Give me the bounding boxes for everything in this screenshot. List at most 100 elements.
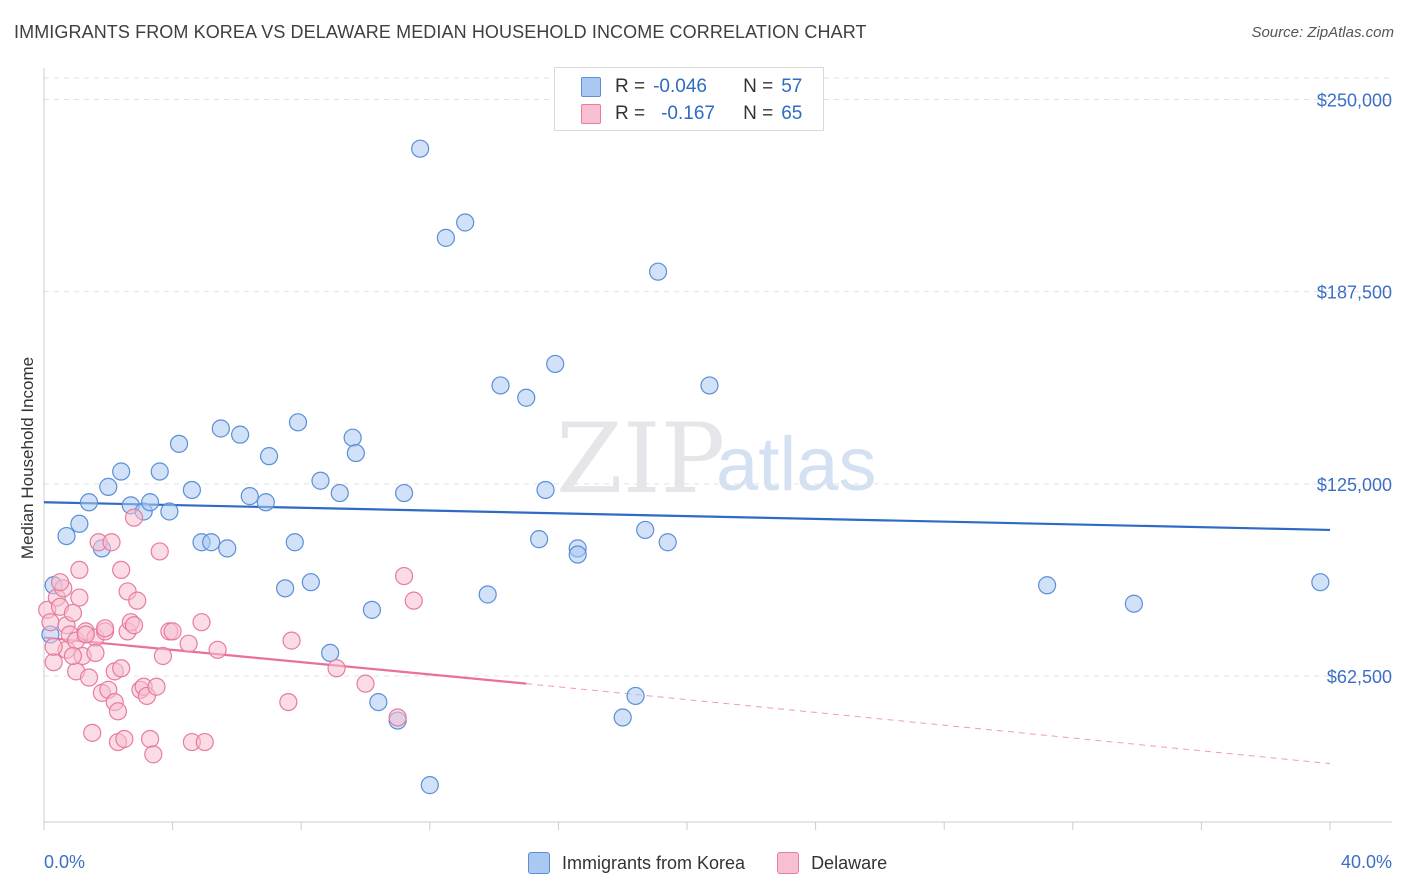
- delaware-trend-line: [43, 636, 527, 685]
- legend-swatch-delaware: [581, 104, 601, 124]
- delaware-point: [388, 708, 407, 727]
- delaware-point: [394, 566, 414, 586]
- korea-point: [169, 434, 189, 453]
- delaware-point: [192, 613, 211, 632]
- stats-legend: R = -0.046 N = 57 R = -0.167 N = 65: [554, 67, 824, 131]
- series-swatch-korea: [528, 852, 550, 874]
- delaware-point: [404, 591, 423, 610]
- korea-point: [568, 545, 587, 564]
- legend-r-value: -0.167: [661, 103, 715, 124]
- delaware-point: [70, 588, 89, 607]
- korea-point: [394, 483, 414, 503]
- delaware-point: [356, 674, 375, 693]
- korea-point: [211, 419, 230, 438]
- korea-point: [626, 686, 645, 706]
- korea-point: [288, 413, 308, 432]
- legend-r-label: R =: [615, 76, 646, 97]
- delaware-point: [63, 603, 83, 623]
- watermark: ZIP atlas: [556, 403, 877, 515]
- delaware-point: [144, 745, 163, 764]
- source-label: Source: ZipAtlas.com: [1251, 24, 1394, 41]
- korea-point: [311, 471, 330, 490]
- legend-n-value: 57: [781, 76, 803, 97]
- korea-point: [530, 530, 549, 549]
- korea-point: [99, 477, 118, 496]
- delaware-point: [282, 631, 301, 650]
- trend-lines: [43, 501, 1331, 765]
- korea-point: [491, 376, 510, 395]
- korea-point: [150, 462, 169, 481]
- korea-point: [546, 354, 565, 374]
- delaware-trend-extension: [526, 683, 1331, 765]
- korea-point: [1124, 594, 1143, 613]
- delaware-point: [41, 613, 60, 632]
- delaware-point: [86, 643, 105, 663]
- legend-swatch-korea: [581, 77, 601, 97]
- y-tick-label: $62,500: [1327, 667, 1392, 687]
- series-legend: Immigrants from Korea Delaware: [528, 852, 919, 874]
- korea-point: [140, 493, 160, 512]
- delaware-point: [153, 646, 173, 666]
- delaware-point: [140, 729, 160, 749]
- x-tick-min: 0.0%: [44, 852, 86, 872]
- korea-point: [658, 533, 677, 552]
- korea-point: [276, 579, 295, 598]
- korea-point: [1311, 573, 1330, 592]
- delaware-point: [195, 732, 214, 752]
- delaware-point: [50, 573, 70, 592]
- legend-n-value: 65: [781, 103, 803, 124]
- korea-point: [240, 487, 259, 506]
- korea-point: [330, 483, 349, 503]
- korea-point: [1037, 576, 1057, 595]
- korea-point: [343, 428, 362, 447]
- watermark-atlas: atlas: [716, 422, 877, 507]
- chart-title: IMMIGRANTS FROM KOREA VS DELAWARE MEDIAN…: [14, 22, 867, 42]
- grid-lines: [44, 77, 1392, 677]
- x-tick-max: 40.0%: [1340, 852, 1392, 872]
- korea-point: [456, 213, 475, 232]
- korea-point: [285, 533, 304, 552]
- delaware-point: [112, 560, 131, 580]
- korea-point: [346, 443, 365, 463]
- korea-point: [478, 585, 497, 604]
- y-tick-label: $187,500: [1317, 283, 1392, 303]
- legend-r-label: R =: [615, 103, 646, 124]
- legend-n-label: N =: [743, 76, 774, 97]
- series-label-delaware: Delaware: [811, 852, 888, 873]
- korea-point: [301, 573, 320, 592]
- delaware-point: [70, 560, 89, 580]
- korea-point: [517, 388, 536, 407]
- korea-point: [436, 228, 455, 247]
- delaware-point: [208, 640, 227, 659]
- watermark-zip: ZIP: [556, 403, 725, 515]
- y-tick-label: $250,000: [1317, 91, 1392, 111]
- delaware-point: [83, 723, 102, 742]
- delaware-point: [63, 646, 83, 666]
- data-points: [38, 139, 1330, 795]
- korea-point: [420, 776, 439, 795]
- delaware-point: [150, 542, 169, 561]
- delaware-point: [279, 692, 298, 712]
- delaware-point: [44, 653, 63, 672]
- korea-point: [256, 493, 275, 512]
- delaware-point: [128, 591, 147, 610]
- korea-point: [112, 462, 131, 481]
- y-tick-label: $125,000: [1317, 475, 1392, 495]
- korea-point: [182, 480, 201, 500]
- korea-point: [613, 708, 632, 727]
- delaware-point: [102, 533, 121, 552]
- delaware-point: [112, 659, 131, 678]
- series-legend-delaware: Delaware: [777, 852, 887, 874]
- legend-r-value: -0.046: [653, 76, 707, 97]
- korea-point: [536, 480, 555, 500]
- delaware-point: [163, 622, 182, 641]
- delaware-point: [147, 677, 166, 696]
- korea-point: [362, 600, 382, 619]
- delaware-point: [124, 616, 144, 635]
- legend-row-delaware: R = -0.167 N = 65: [581, 102, 802, 126]
- korea-point: [648, 262, 668, 281]
- korea-point: [411, 139, 430, 158]
- delaware-point: [115, 729, 134, 749]
- legend-row-korea: R = -0.046 N = 57: [581, 75, 802, 99]
